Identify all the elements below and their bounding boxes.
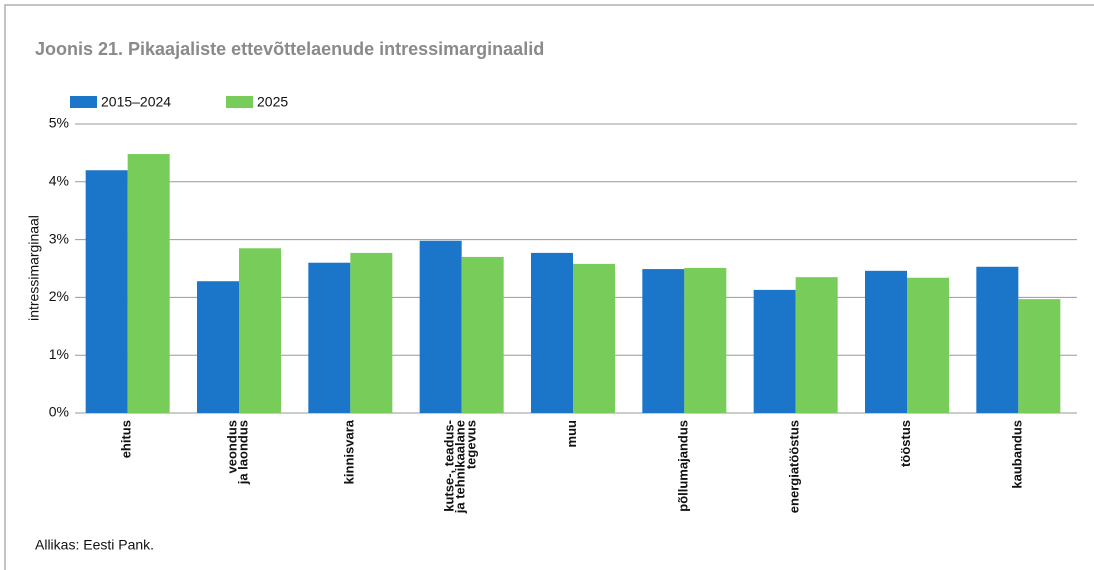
x-tick-label: ehitus xyxy=(119,420,134,458)
y-axis-label: intressimarginaal xyxy=(26,215,42,321)
legend-swatch xyxy=(70,96,97,108)
x-tick-label: põllumajandus xyxy=(676,420,691,512)
y-tick-label: 1% xyxy=(49,346,69,362)
y-tick-label: 2% xyxy=(49,288,69,304)
bar xyxy=(753,289,796,413)
y-tick-label: 5% xyxy=(49,115,69,131)
bar xyxy=(531,252,573,413)
x-tick-label: tööstus xyxy=(898,420,913,467)
bar xyxy=(795,277,838,413)
legend-swatch xyxy=(226,96,253,108)
bar xyxy=(573,263,615,413)
bar xyxy=(127,154,170,413)
legend-label: 2015–2024 xyxy=(101,94,171,110)
bar xyxy=(419,240,462,413)
bar xyxy=(308,262,351,413)
legend-label: 2025 xyxy=(257,94,288,110)
bar xyxy=(239,248,281,413)
y-tick-label: 3% xyxy=(49,230,69,246)
frame xyxy=(4,4,1094,570)
x-tick-label: kinnisvara xyxy=(342,419,357,484)
chart-title: Joonis 21. Pikaajaliste ettevõttelaenude… xyxy=(35,39,544,59)
source: Allikas: Eesti Pank. xyxy=(35,537,154,553)
bar xyxy=(1018,299,1061,413)
bar xyxy=(197,281,239,413)
x-tick-label: energiatööstus xyxy=(787,420,802,513)
y-tick-label: 4% xyxy=(49,173,69,189)
x-tick-label: muu xyxy=(564,420,579,448)
bar xyxy=(684,267,727,413)
x-tick-label: kaubandus xyxy=(1010,420,1025,489)
x-tick-label: kutse-, teadus-ja tehnikaalanetegevus xyxy=(442,420,479,514)
bar xyxy=(642,269,685,413)
bar xyxy=(350,252,393,413)
x-tick-label: veondusja laondus xyxy=(225,420,251,485)
bar xyxy=(907,277,949,413)
bar xyxy=(865,270,907,413)
bar xyxy=(976,266,1019,413)
bar xyxy=(85,170,128,413)
y-tick-label: 0% xyxy=(49,404,69,420)
bar xyxy=(461,256,504,413)
